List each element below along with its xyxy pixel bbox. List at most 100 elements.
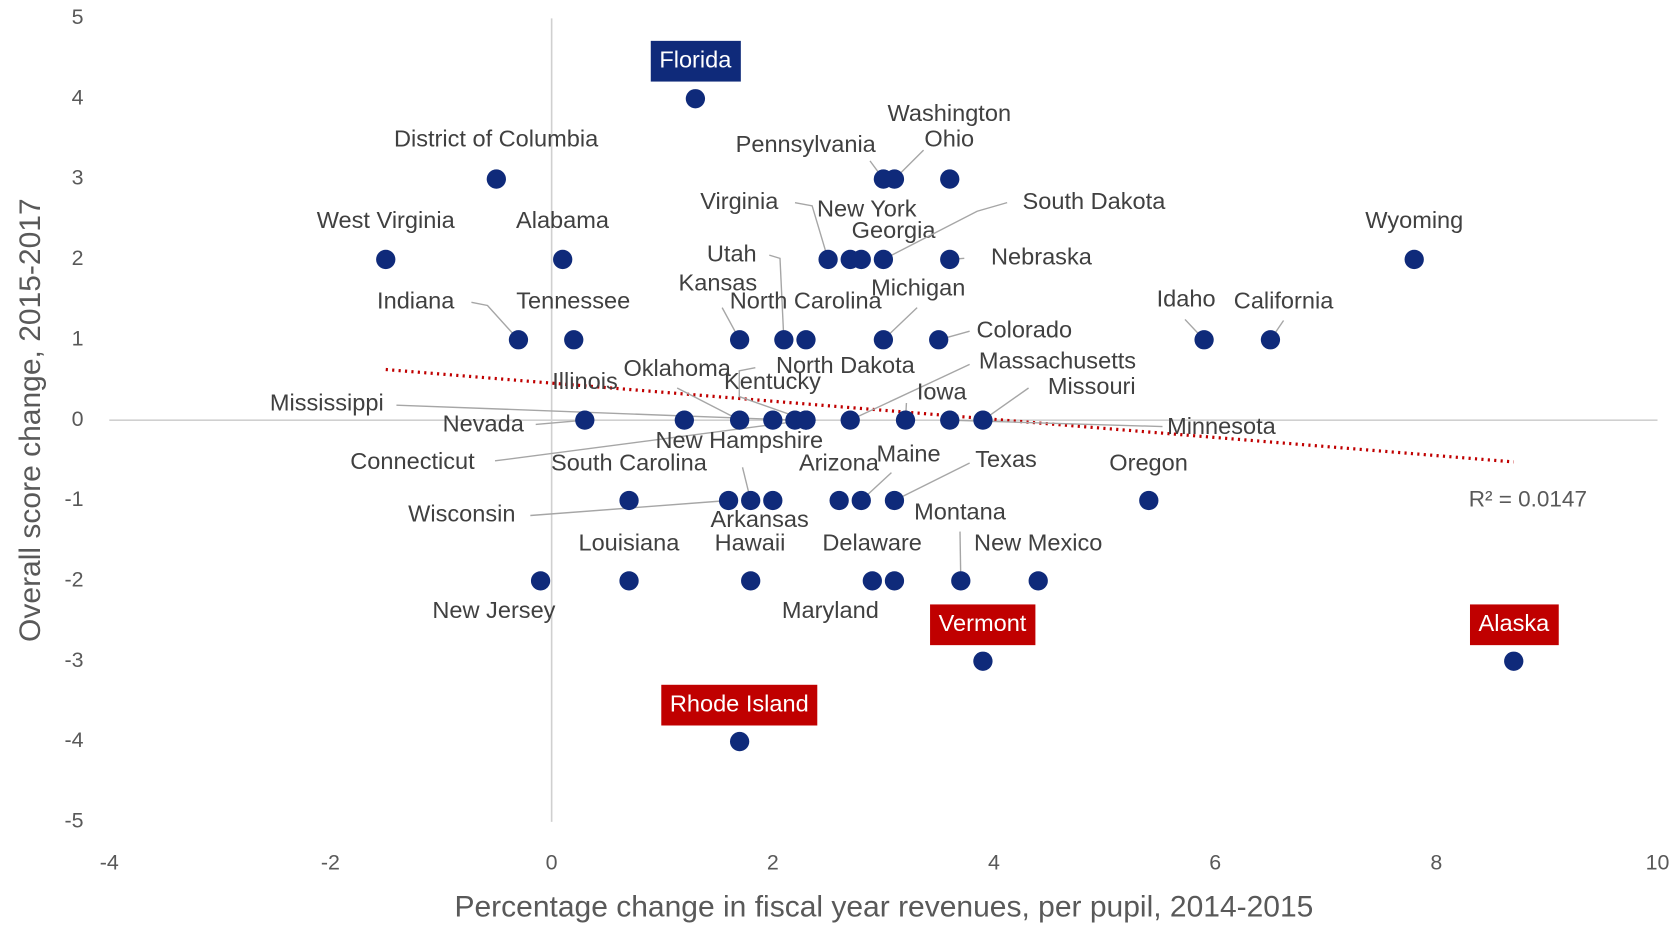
point [929,330,949,350]
point [729,410,750,430]
point-label: Louisiana [578,530,680,556]
point-label: South Dakota [1023,188,1167,214]
x-tick-label: 0 [546,850,558,874]
point [951,571,971,591]
label-box [661,684,818,726]
point [873,249,894,270]
point [840,410,860,430]
point [741,571,761,591]
point-label: Idaho [1157,285,1216,311]
point [973,651,993,671]
leader-line [883,201,1008,261]
r-squared: R² = 0.0147 [1469,486,1587,511]
point [729,731,750,752]
point [818,249,838,270]
y-tick-label: 3 [72,166,84,190]
point-label: New York [817,195,917,221]
point-label: Maine [876,441,940,467]
point-label: West Virginia [317,207,456,233]
point [829,490,849,511]
point [1404,249,1424,270]
label-box [1469,604,1559,646]
point-label: Georgia [852,217,937,243]
point [796,410,816,430]
point [884,571,905,591]
point-label: Wyoming [1365,207,1463,233]
y-tick-label: -3 [65,648,84,672]
point [564,330,584,350]
y-tick-label: 5 [72,5,84,29]
point [741,490,761,511]
point-label: Utah [707,240,757,266]
point-label: District of Columbia [394,126,599,152]
y-tick-label: -4 [65,728,84,752]
leader-line [471,301,519,341]
leader-line [396,404,795,421]
point-label: Nebraska [991,244,1093,270]
point [619,490,639,511]
x-tick-label: 4 [988,850,1000,874]
point-label: Minnesota [1167,413,1277,439]
point-label: California [1234,288,1334,314]
point [729,330,750,350]
point-label: Maryland [782,597,879,623]
point-label: Colorado [976,316,1072,342]
x-tick-label: 8 [1430,850,1442,874]
point [553,249,573,270]
point-label: Alabama [516,207,610,233]
point-label: Missouri [1048,373,1136,399]
point [884,169,905,189]
labels: Florida District of Columbia Pennsylvania W… [270,40,1559,726]
point-label: Arizona [799,449,880,475]
point-label: Kentucky [724,368,821,394]
x-tick-label: -2 [321,850,340,874]
point [884,490,905,511]
point-label: Florida [659,46,732,72]
leader-line [894,462,970,502]
point [873,330,894,350]
point [685,89,706,109]
point-label: Wisconsin [408,501,515,527]
point-label: Texas [975,446,1037,472]
point-label: Massachusetts [979,348,1136,374]
point [376,249,396,270]
point-label: Iowa [917,379,968,405]
point [508,330,529,350]
point [1028,571,1048,591]
point-label: Connecticut [350,448,475,474]
point [575,410,595,430]
x-tick-label: -4 [100,850,119,874]
points [376,89,1524,752]
point-label: Rhode Island [670,690,809,716]
point-label: New Mexico [974,530,1102,556]
y-tick-label: -2 [65,568,84,592]
point [774,330,794,350]
leader-line [738,366,807,421]
x-tick-label: 2 [767,850,779,874]
leader-line [494,419,807,462]
point [763,490,783,511]
label-box [650,40,741,82]
point-label: Arkansas [711,506,809,532]
y-tick-label: 1 [72,326,84,350]
point-label: Montana [914,499,1007,525]
point [1194,330,1214,350]
x-axis-title: Percentage change in fiscal year revenue… [454,891,1313,924]
point-label: New Hampshire [655,427,823,453]
point-label: Kansas [679,269,758,295]
point [763,410,783,430]
leader-line [676,387,740,421]
point-label: North Dakota [776,352,916,378]
label-box [930,604,1036,646]
point-label: Pennsylvania [736,131,877,157]
point-label: Oregon [1109,449,1188,475]
point [973,410,993,430]
x-tick-label: 6 [1209,850,1221,874]
point-label: Michigan [871,275,965,301]
point-label: Alaska [1479,610,1551,636]
point-label: Virginia [700,188,779,214]
point [1504,651,1524,671]
point [796,330,816,350]
